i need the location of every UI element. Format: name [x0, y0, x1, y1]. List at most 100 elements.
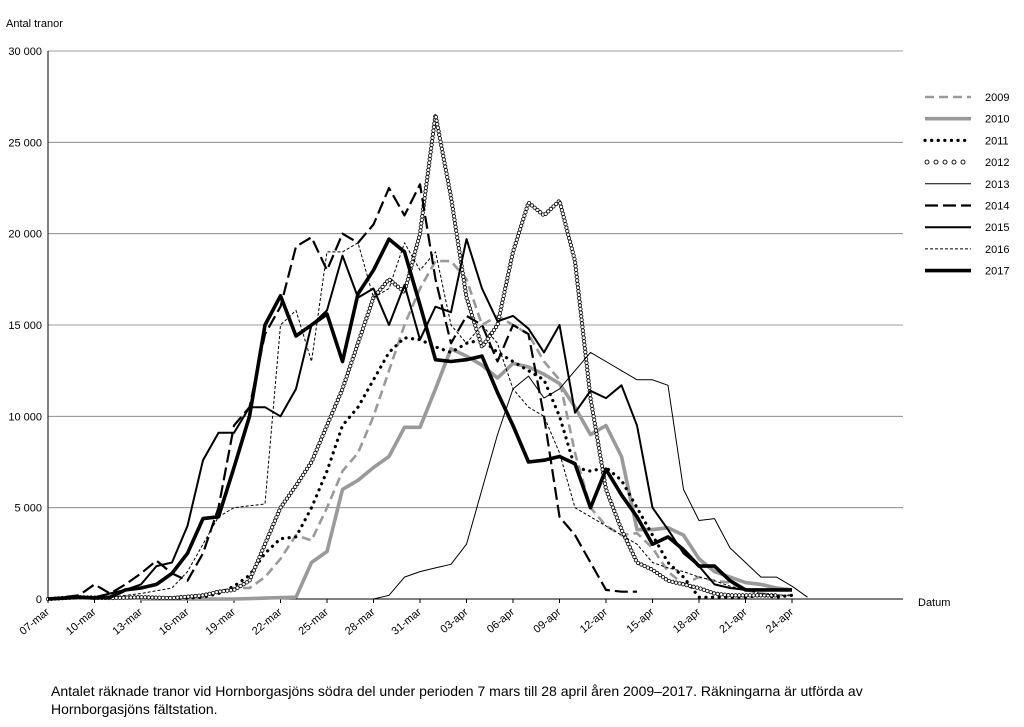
- data-point: [299, 475, 304, 480]
- data-point: [311, 454, 317, 459]
- data-point: [256, 558, 261, 563]
- data-point: [445, 175, 450, 180]
- series-2015: [47, 238, 792, 600]
- data-point: [225, 588, 230, 593]
- data-point: [365, 312, 370, 318]
- data-point: [578, 306, 583, 312]
- data-point: [481, 342, 486, 347]
- data-point: [357, 336, 362, 341]
- data-point: [573, 260, 578, 265]
- data-point: [280, 502, 285, 507]
- data-point: [515, 234, 521, 239]
- data-point: [575, 281, 580, 287]
- data-point: [599, 463, 605, 469]
- data-point: [616, 518, 621, 524]
- data-point: [291, 487, 296, 492]
- y-tick-label: 25 000: [8, 137, 42, 149]
- data-point: [348, 363, 353, 369]
- data-point: [449, 196, 454, 201]
- x-tick-label: 28-mar: [343, 606, 378, 638]
- data-point: [282, 499, 287, 504]
- data-point: [125, 595, 130, 600]
- data-point: [506, 272, 511, 277]
- data-point: [605, 491, 610, 497]
- data-point: [423, 185, 429, 190]
- data-point: [286, 493, 292, 498]
- data-point: [609, 502, 614, 507]
- x-axis-title: Datum: [918, 597, 950, 609]
- data-point: [461, 278, 466, 283]
- data-point: [441, 153, 446, 159]
- data-point: [595, 435, 600, 440]
- data-point: [450, 203, 455, 208]
- x-tick-label: 12-apr: [578, 606, 610, 636]
- data-point: [367, 306, 373, 311]
- data-point: [241, 582, 246, 587]
- x-tick-label: 16-mar: [157, 606, 192, 638]
- data-point: [410, 259, 415, 265]
- data-point: [597, 449, 602, 454]
- data-point: [277, 508, 282, 513]
- data-point: [715, 591, 720, 596]
- data-point: [606, 495, 612, 500]
- data-point: [430, 135, 435, 140]
- series-2014: [47, 183, 637, 601]
- data-point: [498, 307, 503, 312]
- legend-label: 2011: [985, 135, 1009, 147]
- series-line: [47, 242, 792, 600]
- data-point: [293, 484, 298, 489]
- legend: 2009 2010 2011 2012 2013 2014 2015 2016 2017: [923, 92, 1009, 278]
- data-point: [350, 357, 355, 362]
- data-point: [253, 564, 258, 570]
- data-point: [604, 488, 609, 493]
- data-point: [581, 339, 587, 344]
- series-2016: [47, 242, 792, 600]
- data-point: [441, 157, 447, 162]
- x-tick-label: 03-apr: [438, 606, 470, 636]
- data-point: [235, 585, 240, 590]
- data-point: [495, 321, 500, 326]
- data-point: [455, 235, 460, 240]
- data-point: [380, 284, 385, 289]
- y-tick-label: 15 000: [8, 320, 42, 332]
- data-point: [261, 545, 266, 550]
- data-point: [228, 588, 233, 593]
- data-point: [572, 256, 577, 262]
- data-point: [594, 431, 599, 437]
- data-point: [405, 277, 410, 282]
- data-point: [612, 508, 617, 513]
- data-point: [244, 580, 249, 585]
- data-point: [577, 299, 582, 305]
- data-point: [722, 592, 727, 597]
- data-point: [207, 591, 212, 596]
- data-point: [424, 178, 430, 183]
- data-point: [297, 478, 302, 483]
- data-point: [323, 427, 328, 432]
- data-point: [454, 228, 459, 233]
- data-point: [456, 246, 461, 251]
- data-point: [415, 242, 420, 247]
- data-point: [334, 401, 339, 406]
- data-point: [457, 253, 463, 258]
- data-point: [516, 230, 522, 235]
- data-point: [278, 505, 283, 510]
- data-point: [509, 258, 514, 263]
- data-point: [639, 562, 644, 567]
- data-point: [359, 329, 364, 335]
- data-point: [358, 333, 363, 338]
- data-point: [559, 208, 565, 213]
- y-tick-label: 20 000: [8, 229, 42, 241]
- data-point: [705, 588, 710, 594]
- series-line: [47, 237, 792, 601]
- data-point: [417, 232, 422, 237]
- data-point: [370, 299, 375, 304]
- series-2017: [47, 237, 792, 601]
- data-point: [254, 561, 259, 566]
- data-point: [744, 593, 749, 598]
- x-tick-label: 07-mar: [18, 606, 53, 638]
- data-point: [356, 340, 361, 345]
- x-tick-label: 31-mar: [390, 606, 425, 638]
- data-point: [452, 221, 458, 226]
- data-point: [569, 246, 574, 251]
- data-point: [453, 224, 458, 230]
